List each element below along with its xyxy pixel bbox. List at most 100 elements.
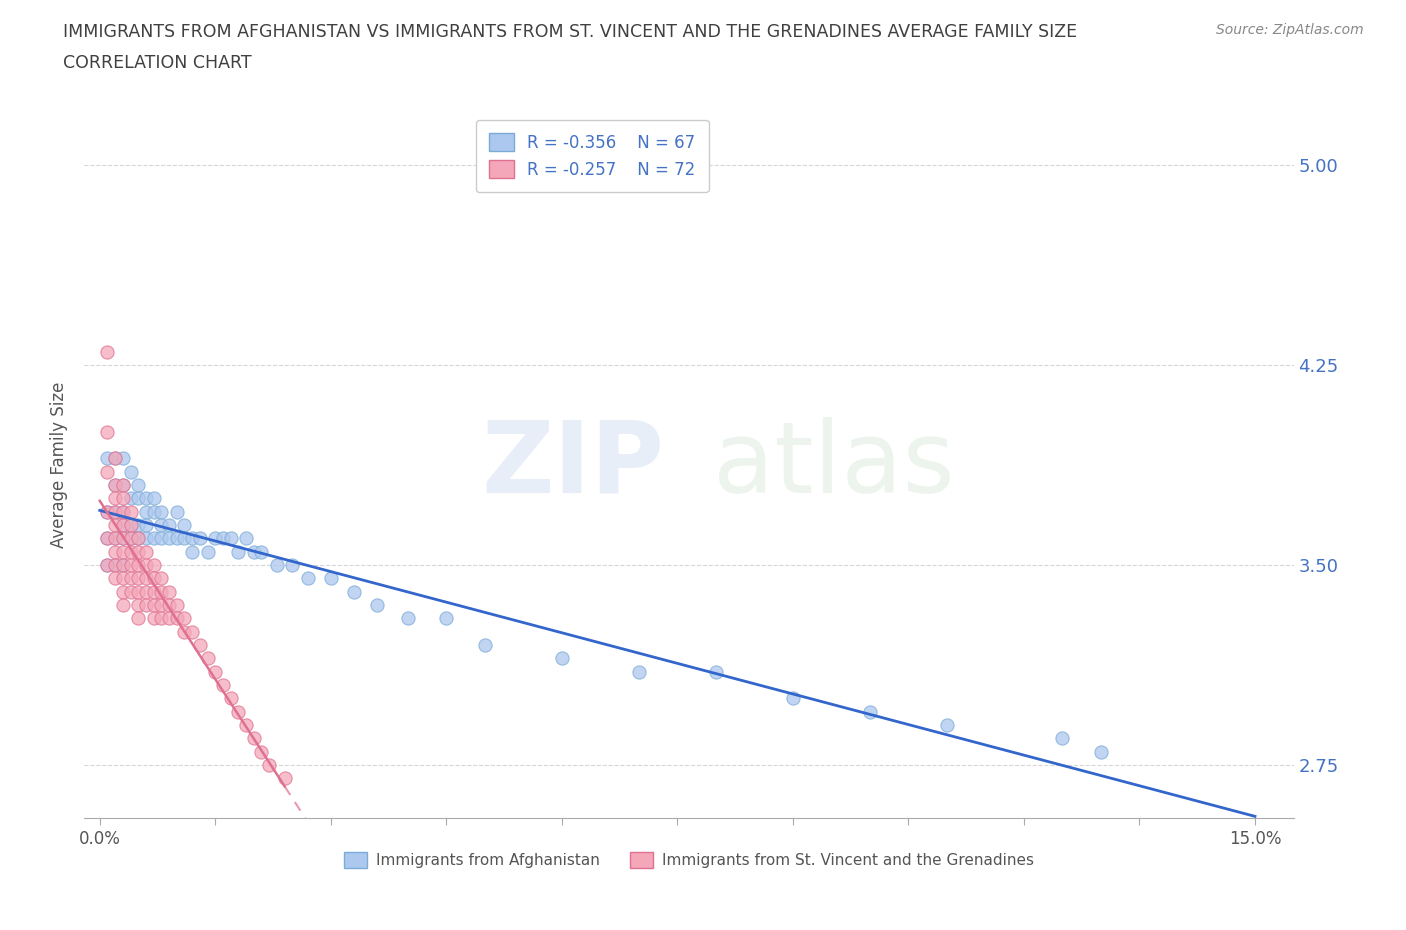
Point — [142, 584, 165, 599]
Point — [111, 478, 134, 493]
Text: Source: ZipAtlas.com: Source: ZipAtlas.com — [1216, 23, 1364, 37]
Point — [120, 491, 142, 506]
Point — [127, 518, 149, 533]
Point — [157, 598, 180, 613]
Point — [197, 651, 219, 666]
Point — [127, 544, 149, 559]
Point — [96, 424, 118, 439]
Point — [111, 531, 134, 546]
Point — [936, 718, 959, 733]
Point — [273, 771, 295, 786]
Point — [111, 504, 134, 519]
Point — [181, 624, 204, 639]
Point — [142, 598, 165, 613]
Point — [228, 544, 250, 559]
Point — [150, 531, 173, 546]
Point — [150, 584, 173, 599]
Point — [111, 518, 134, 533]
Point — [96, 504, 118, 519]
Point — [104, 531, 127, 546]
Point — [782, 691, 804, 706]
Point — [120, 464, 142, 479]
Point — [104, 478, 127, 493]
Point — [111, 518, 134, 533]
Point — [250, 744, 273, 759]
Point — [859, 704, 882, 719]
Point — [135, 571, 157, 586]
Point — [297, 571, 319, 586]
Point — [135, 491, 157, 506]
Point — [188, 638, 211, 653]
Point — [243, 731, 266, 746]
Point — [173, 518, 195, 533]
Point — [104, 531, 127, 546]
Point — [1052, 731, 1074, 746]
Point — [96, 504, 118, 519]
Point — [135, 504, 157, 519]
Point — [1090, 744, 1112, 759]
Point — [235, 718, 257, 733]
Point — [157, 531, 180, 546]
Point — [166, 531, 188, 546]
Point — [104, 558, 127, 573]
Point — [166, 598, 188, 613]
Point — [243, 544, 266, 559]
Point — [120, 518, 142, 533]
Point — [181, 531, 204, 546]
Point — [111, 584, 134, 599]
Point — [111, 571, 134, 586]
Point — [120, 571, 142, 586]
Point — [127, 531, 149, 546]
Point — [104, 451, 127, 466]
Point — [120, 558, 142, 573]
Point — [111, 451, 134, 466]
Point — [96, 531, 118, 546]
Point — [111, 558, 134, 573]
Point — [135, 531, 157, 546]
Point — [135, 584, 157, 599]
Point — [212, 531, 235, 546]
Point — [104, 518, 127, 533]
Point — [135, 598, 157, 613]
Point — [120, 531, 142, 546]
Legend: Immigrants from Afghanistan, Immigrants from St. Vincent and the Grenadines: Immigrants from Afghanistan, Immigrants … — [337, 845, 1040, 874]
Point — [135, 518, 157, 533]
Point — [142, 558, 165, 573]
Point — [120, 544, 142, 559]
Point — [173, 624, 195, 639]
Point — [281, 558, 304, 573]
Point — [111, 504, 134, 519]
Point — [96, 344, 118, 359]
Point — [197, 544, 219, 559]
Point — [434, 611, 457, 626]
Point — [228, 704, 250, 719]
Point — [96, 451, 118, 466]
Point — [96, 531, 118, 546]
Point — [104, 451, 127, 466]
Point — [104, 504, 127, 519]
Point — [150, 518, 173, 533]
Point — [127, 491, 149, 506]
Point — [127, 531, 149, 546]
Point — [127, 611, 149, 626]
Point — [257, 758, 280, 773]
Point — [166, 611, 188, 626]
Point — [104, 504, 127, 519]
Point — [127, 584, 149, 599]
Point — [135, 544, 157, 559]
Point — [173, 611, 195, 626]
Point — [704, 664, 727, 679]
Point — [474, 638, 496, 653]
Point — [166, 504, 188, 519]
Point — [127, 571, 149, 586]
Point — [104, 478, 127, 493]
Point — [111, 478, 134, 493]
Point — [127, 478, 149, 493]
Text: ZIP: ZIP — [482, 417, 665, 513]
Point — [104, 558, 127, 573]
Point — [142, 504, 165, 519]
Point — [551, 651, 574, 666]
Point — [627, 664, 650, 679]
Point — [250, 544, 273, 559]
Text: atlas: atlas — [713, 417, 955, 513]
